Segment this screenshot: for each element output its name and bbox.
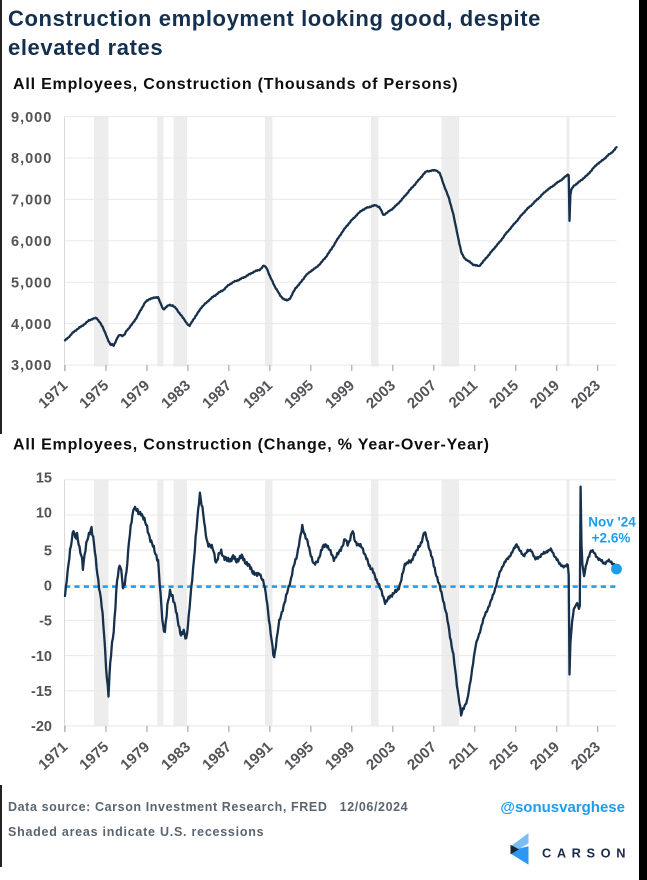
svg-text:1983: 1983 [158,377,194,412]
svg-text:6,000: 6,000 [11,234,52,250]
svg-text:2019: 2019 [527,377,563,412]
svg-text:0: 0 [44,579,52,595]
svg-text:1987: 1987 [199,377,235,412]
svg-text:2019: 2019 [527,738,563,773]
svg-text:8,000: 8,000 [11,151,52,167]
svg-text:-10: -10 [31,649,52,665]
svg-text:1971: 1971 [35,738,71,773]
svg-text:+2.6%: +2.6% [592,531,631,546]
svg-text:1983: 1983 [158,738,194,773]
svg-text:1975: 1975 [76,377,112,412]
svg-text:2003: 2003 [363,738,399,773]
svg-text:10: 10 [36,506,52,522]
svg-text:All Employees, Construction (C: All Employees, Construction (Change, % Y… [13,437,490,454]
svg-text:2007: 2007 [404,738,440,773]
svg-text:1991: 1991 [240,738,276,773]
svg-text:1999: 1999 [322,738,358,773]
svg-text:1975: 1975 [76,738,112,773]
svg-text:-15: -15 [31,684,52,700]
svg-text:2011: 2011 [446,738,481,773]
svg-text:1991: 1991 [240,377,276,412]
svg-text:2015: 2015 [486,377,522,412]
svg-text:2023: 2023 [568,738,604,773]
svg-text:7,000: 7,000 [11,193,52,209]
svg-text:9,000: 9,000 [11,110,52,126]
svg-text:15: 15 [36,471,52,487]
svg-text:All Employees, Construction (T: All Employees, Construction (Thousands o… [13,76,458,93]
svg-text:1971: 1971 [35,377,71,412]
svg-text:-5: -5 [39,614,52,630]
svg-text:1995: 1995 [281,377,317,412]
svg-text:2023: 2023 [568,377,604,412]
svg-text:1995: 1995 [281,738,317,773]
svg-text:2011: 2011 [446,377,481,412]
svg-text:2015: 2015 [486,738,522,773]
svg-text:3,000: 3,000 [11,358,52,374]
svg-text:4,000: 4,000 [11,317,52,333]
svg-text:1999: 1999 [322,377,358,412]
svg-text:2003: 2003 [363,377,399,412]
svg-text:1979: 1979 [117,377,153,412]
svg-text:1987: 1987 [199,738,235,773]
svg-text:5,000: 5,000 [11,275,52,291]
svg-text:-20: -20 [31,719,52,735]
svg-text:Nov '24: Nov '24 [588,515,636,530]
svg-text:CARSON: CARSON [542,846,631,861]
svg-text:1979: 1979 [117,738,153,773]
svg-text:2007: 2007 [404,377,440,412]
svg-text:5: 5 [44,543,52,559]
